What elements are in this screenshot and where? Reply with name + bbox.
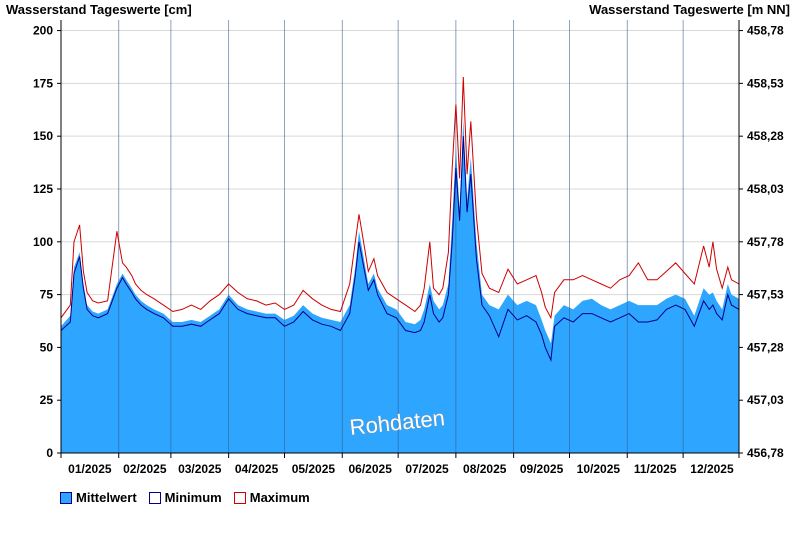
legend-label-mean: Mittelwert: [76, 490, 137, 505]
y-right-tick-label: 458,78: [747, 24, 784, 38]
y-left-tick-label: 150: [33, 129, 53, 143]
y-left-tick-label: 175: [33, 76, 53, 90]
legend-item-max: Maximum: [233, 490, 310, 505]
y-right-tick-label: 458,03: [747, 182, 784, 196]
y-right-tick-label: 457,78: [747, 235, 784, 249]
x-tick-label: 07/2025: [405, 462, 449, 476]
y-right-tick-label: 457,28: [747, 340, 784, 354]
y-left-tick-label: 100: [33, 235, 53, 249]
x-tick-label: 11/2025: [634, 462, 677, 476]
x-tick-label: 02/2025: [123, 462, 167, 476]
right-axis-title: Wasserstand Tageswerte [m NN]: [589, 2, 790, 17]
legend-label-min: Minimum: [164, 490, 222, 505]
y-left-tick-label: 125: [33, 182, 53, 196]
legend: Mittelwert Minimum Maximum: [60, 490, 310, 505]
x-tick-label: 06/2025: [349, 462, 393, 476]
y-left-tick-label: 0: [46, 446, 53, 460]
y-right-tick-label: 456,78: [747, 446, 784, 460]
x-tick-label: 08/2025: [463, 462, 507, 476]
y-left-tick-label: 25: [40, 393, 54, 407]
y-right-tick-label: 457,03: [747, 393, 784, 407]
y-left-tick-label: 200: [33, 24, 53, 38]
series-layer: [60, 20, 740, 454]
y-left-tick-label: 75: [40, 288, 54, 302]
x-tick-label: 09/2025: [520, 462, 564, 476]
mean-area: [61, 119, 739, 454]
tick-labels: 0 456,78 25 457,03 50 457,28 75 457,53 100 457,78…: [33, 24, 784, 476]
series-line-min: [60, 136, 740, 363]
legend-label-max: Maximum: [249, 490, 310, 505]
series-line-max: [60, 76, 740, 320]
y-right-tick-label: 458,53: [747, 76, 784, 90]
y-right-tick-label: 458,28: [747, 129, 784, 143]
axes-frame: [57, 20, 743, 458]
left-axis-title: Wasserstand Tageswerte [cm]: [6, 2, 192, 17]
legend-swatch-mean: [60, 491, 72, 504]
y-right-tick-label: 457,53: [747, 288, 784, 302]
x-tick-label: 01/2025: [68, 462, 112, 476]
x-tick-label: 05/2025: [292, 462, 336, 476]
x-tick-label: 12/2025: [690, 462, 734, 476]
legend-swatch-min: [148, 491, 161, 504]
x-tick-label: 10/2025: [577, 462, 621, 476]
y-left-tick-label: 50: [40, 340, 54, 354]
legend-swatch-max: [233, 491, 246, 504]
x-tick-label: 03/2025: [178, 462, 222, 476]
legend-item-mean: Mittelwert: [60, 490, 137, 505]
legend-item-min: Minimum: [148, 490, 222, 505]
x-tick-label: 04/2025: [235, 462, 279, 476]
